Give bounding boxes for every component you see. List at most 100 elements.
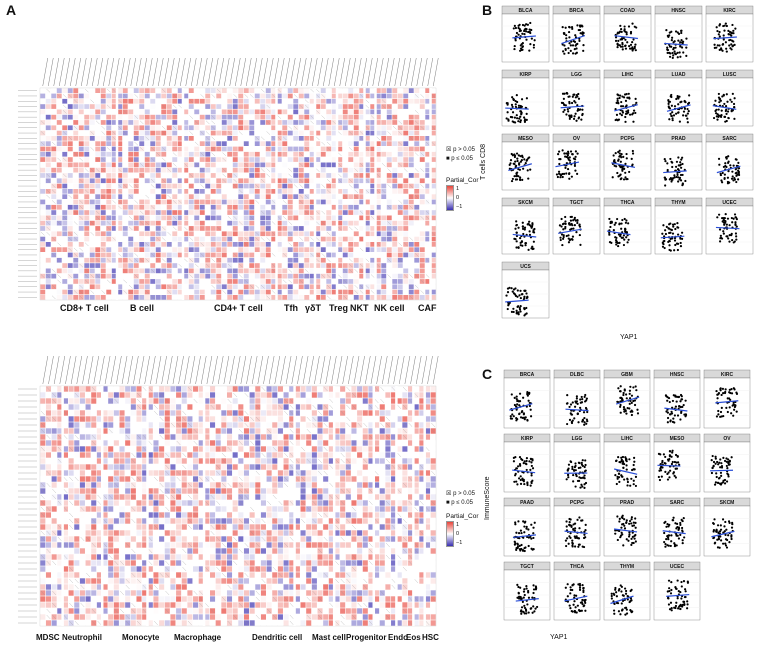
column-label <box>196 57 202 87</box>
heatmap-cell <box>45 620 52 626</box>
heatmap-cell <box>51 566 57 572</box>
heatmap-cell <box>364 93 370 99</box>
heatmap-cell <box>193 548 199 554</box>
heatmap-cell <box>84 231 90 237</box>
heatmap-cell <box>364 263 370 268</box>
heatmap-cell <box>130 434 136 440</box>
heatmap-cell <box>170 410 176 416</box>
column-label <box>189 355 196 385</box>
heatmap-cell <box>45 109 51 115</box>
heatmap-cell <box>392 273 398 279</box>
heatmap-cell <box>199 98 205 104</box>
heatmap-cell <box>260 104 266 109</box>
ns-cross <box>52 530 57 536</box>
heatmap-cell <box>79 446 85 452</box>
heatmap-cell <box>45 268 51 274</box>
heatmap-cell <box>364 183 370 189</box>
ns-cross <box>40 446 45 452</box>
heatmap-cell <box>181 422 187 428</box>
heatmap-cell <box>370 130 376 136</box>
heatmap-cell <box>204 536 210 542</box>
heatmap-cell <box>364 157 370 162</box>
heatmap-cell <box>321 194 326 199</box>
heatmap-cell <box>62 236 68 242</box>
heatmap-cell <box>133 167 139 173</box>
ns-cross <box>211 147 216 151</box>
heatmap-cell <box>260 157 266 162</box>
heatmap-cell <box>216 146 222 152</box>
heatmap-cell <box>181 620 187 626</box>
heatmap-cell <box>125 476 131 482</box>
heatmap-cell <box>161 173 167 178</box>
heatmap-cell <box>100 136 106 141</box>
heatmap-cell <box>199 215 205 221</box>
heatmap-cell <box>425 88 431 93</box>
heatmap-cell <box>40 88 46 93</box>
heatmap-cell <box>51 157 57 162</box>
heatmap-cell <box>74 398 80 404</box>
ns-cross <box>57 536 62 542</box>
heatmap-cell <box>359 167 365 173</box>
heatmap-cell <box>170 470 176 476</box>
heatmap-cell <box>320 268 326 274</box>
heatmap-cell <box>222 279 227 284</box>
heatmap-cell <box>177 178 183 184</box>
heatmap-cell <box>227 284 233 290</box>
heatmap-cell <box>91 410 97 416</box>
heatmap-cell <box>276 120 282 125</box>
heatmap-cell <box>95 151 101 157</box>
heatmap-cell <box>315 215 321 221</box>
ns-cross <box>182 464 187 470</box>
heatmap-cell <box>136 452 142 458</box>
heatmap-cell <box>84 146 90 152</box>
heatmap-cell <box>293 204 299 210</box>
ns-cross <box>91 518 96 524</box>
heatmap-cell <box>111 114 117 120</box>
heatmap-cell <box>282 114 288 120</box>
heatmap-cell <box>227 104 233 109</box>
heatmap-cell <box>348 120 354 125</box>
heatmap-cell <box>62 584 68 590</box>
heatmap-cell <box>337 199 343 205</box>
heatmap-cell <box>282 178 288 184</box>
heatmap-cell <box>89 93 95 99</box>
heatmap-cell <box>153 608 158 613</box>
ns-cross <box>137 392 141 398</box>
heatmap-cell <box>198 500 204 506</box>
heatmap-cell <box>181 446 187 452</box>
heatmap-cell <box>227 199 233 205</box>
heatmap-cell <box>304 120 310 125</box>
heatmap-cell <box>125 548 131 554</box>
heatmap-cell <box>193 458 199 464</box>
heatmap-cell <box>68 560 74 566</box>
heatmap-cell <box>204 482 210 488</box>
heatmap-cell <box>181 524 187 530</box>
heatmap-cell <box>177 157 183 162</box>
heatmap-cell <box>57 452 63 458</box>
column-label <box>136 57 142 87</box>
heatmap-cell <box>243 136 249 141</box>
heatmap-cell <box>419 220 425 226</box>
ns-cross <box>106 136 111 141</box>
heatmap-cell <box>375 279 381 284</box>
heatmap-cell <box>414 268 420 274</box>
heatmap-cell <box>419 157 425 162</box>
heatmap-cell <box>260 257 266 263</box>
ns-cross <box>46 614 51 620</box>
heatmap-cell <box>91 392 97 398</box>
ns-cross <box>103 518 107 524</box>
heatmap-cell <box>298 93 304 99</box>
column-label <box>81 57 87 87</box>
heatmap-cell <box>348 162 354 168</box>
ns-cross <box>46 560 51 566</box>
heatmap-cell <box>128 263 134 268</box>
heatmap-cell <box>216 194 222 199</box>
heatmap-cell <box>113 578 119 584</box>
heatmap-cell <box>79 590 85 596</box>
ns-cross <box>365 131 370 135</box>
heatmap-cell <box>96 542 102 548</box>
heatmap-cell <box>265 247 271 252</box>
heatmap-cell <box>40 257 46 263</box>
heatmap-cell <box>199 136 205 141</box>
heatmap-cell <box>57 440 63 446</box>
